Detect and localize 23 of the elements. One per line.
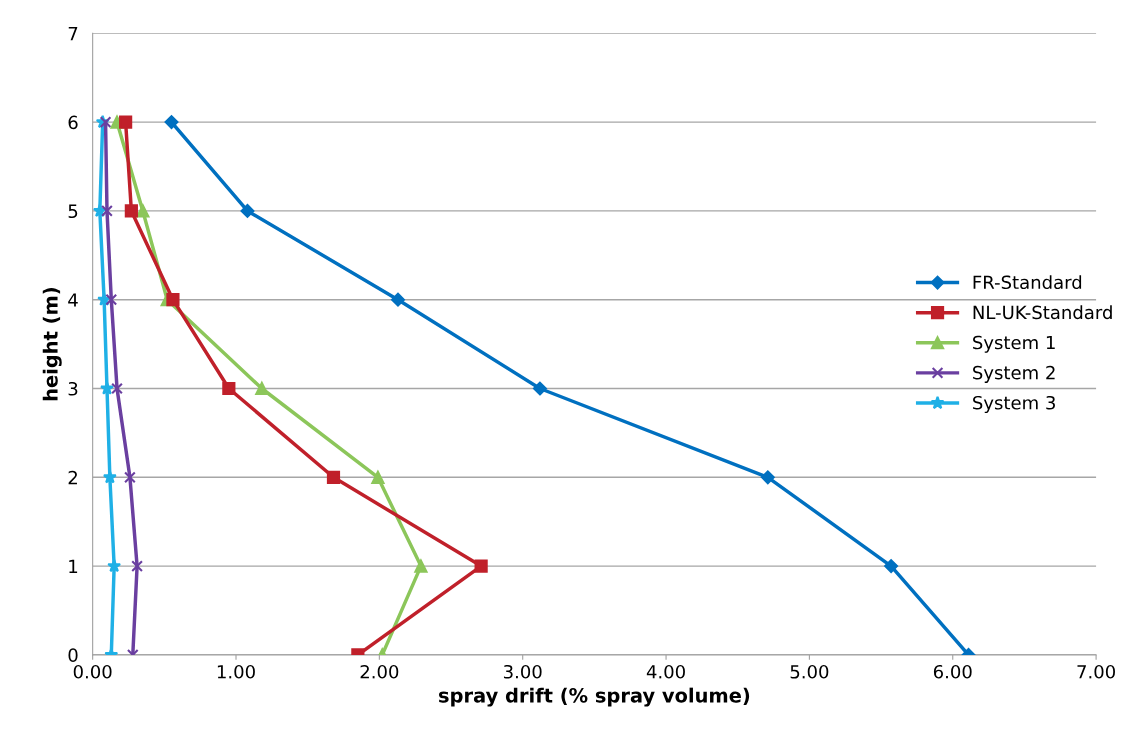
legend-label: System 3 [973,395,1055,414]
x-tick-label: 4.00 [646,664,685,679]
x-tick-label: 7.00 [1077,664,1115,679]
x-tick-label: 5.00 [790,664,829,679]
legend-label: NL-UK-Standard [973,305,1112,320]
x-axis-title: spray drift (% spray volume) [438,687,750,707]
legend-label: FR-Standard [973,275,1082,290]
y-tick-label: 3 [68,381,78,396]
y-axis-title: height (m) [42,287,62,401]
y-tick-label: 6 [68,115,78,130]
y-tick-label: 5 [68,204,78,219]
x-tick-label: 2.00 [360,664,399,679]
x-tick-label: 6.00 [933,664,972,679]
x-tick-label: 1.00 [217,664,255,679]
y-tick-label: 2 [68,470,77,485]
y-tick-label: 7 [68,27,78,41]
legend-label: System 2 [973,365,1055,383]
x-tick-label: 0.00 [73,664,112,679]
legend-label: System 1 [973,335,1055,353]
y-tick-label: 1 [69,559,78,573]
y-tick-label: 4 [68,293,78,307]
y-tick-label: 0 [68,648,78,663]
x-tick-label: 3.00 [503,664,542,679]
